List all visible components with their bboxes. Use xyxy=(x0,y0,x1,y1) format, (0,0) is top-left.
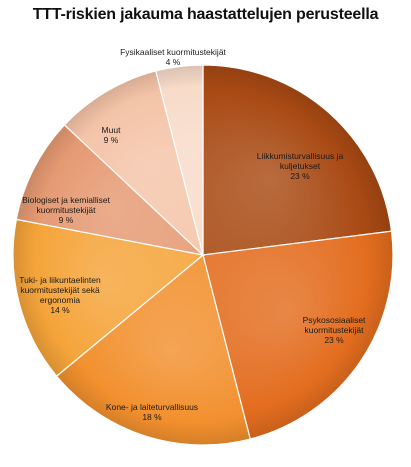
slice-label-line: 9 % xyxy=(104,135,119,145)
slice-label-line: 14 % xyxy=(50,305,70,315)
pie-slice-3 xyxy=(55,253,251,446)
slice-label-1: Liikkumisturvallisuus ja kuljetukset 23 % xyxy=(257,151,344,181)
slice-label-line: Muut xyxy=(102,125,122,135)
slice-label-line: kuormitustekijät xyxy=(304,325,364,335)
slice-label-5: Biologiset ja kemialliset kuormitustekijä… xyxy=(22,195,111,225)
slice-label-line: Psykososiaaliset xyxy=(303,315,366,325)
slice-label-line: Biologiset ja kemialliset xyxy=(22,195,111,205)
slice-label-4: Tuki- ja liikuntaelinten kuormitustekijät… xyxy=(19,275,101,315)
slice-label-line: ergonomia xyxy=(40,295,80,305)
chart-title: TTT-riskien jakauma haastattelujen perus… xyxy=(32,6,379,23)
slice-label-2: Psykososiaaliset kuormitustekijät 23 % xyxy=(303,315,366,345)
slice-label-7: Fysikaaliset kuormitustekijät 4 % xyxy=(120,47,226,67)
slice-label-line: Liikkumisturvallisuus ja xyxy=(257,151,344,161)
slice-label-line: Tuki- ja liikuntaelinten xyxy=(19,275,101,285)
pie-slice-6 xyxy=(63,70,205,257)
pie-slice-5 xyxy=(15,124,205,256)
slice-label-line: 18 % xyxy=(142,412,162,422)
slice-label-line: 23 % xyxy=(324,335,344,345)
slice-label-line: kuljetukset xyxy=(280,161,321,171)
slice-label-line: 4 % xyxy=(166,57,181,67)
slice-label-line: Kone- ja laiteturvallisuus xyxy=(106,402,198,412)
pie-slice-2 xyxy=(202,230,394,440)
slice-label-line: 23 % xyxy=(290,171,310,181)
slice-label-line: kuormitustekijät xyxy=(36,205,96,215)
pie-slice-7 xyxy=(155,64,204,256)
slice-label-3: Kone- ja laiteturvallisuus 18 % xyxy=(106,402,198,422)
slice-label-line: Fysikaaliset kuormitustekijät xyxy=(120,47,226,57)
slice-label-6: Muut 9 % xyxy=(102,125,122,145)
slice-label-line: 9 % xyxy=(59,215,74,225)
slice-label-line: kuormitustekijät sekä xyxy=(20,285,100,295)
pie-slice-1 xyxy=(202,64,393,256)
pie-slice-4 xyxy=(12,218,205,377)
